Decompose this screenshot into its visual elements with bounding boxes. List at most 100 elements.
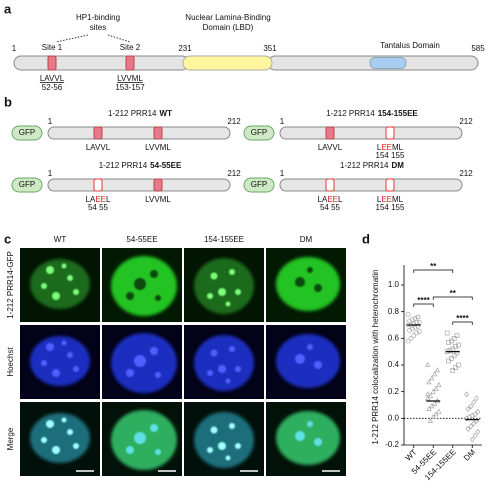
micrograph — [184, 248, 264, 322]
data-point — [464, 391, 470, 398]
gfp-label: GFP — [19, 128, 35, 137]
focus — [155, 372, 161, 378]
nucleus — [30, 259, 90, 309]
foci — [126, 424, 161, 455]
motif-part: LVVML — [145, 143, 171, 152]
foci — [126, 347, 161, 378]
focus — [41, 360, 47, 366]
focus — [134, 355, 146, 367]
column-label: WT — [54, 235, 67, 244]
residue-number: 212 — [459, 117, 473, 126]
focus — [225, 455, 231, 461]
focus — [150, 270, 158, 278]
data-point — [453, 365, 458, 370]
data-point — [447, 348, 453, 353]
nucleus-body — [194, 412, 254, 468]
gfp-label: GFP — [251, 128, 267, 137]
data-point — [405, 312, 411, 317]
binding-site — [153, 126, 163, 140]
motif-part: EE — [381, 143, 392, 152]
data-point — [451, 336, 457, 341]
residue-number: 1 — [12, 44, 17, 53]
data-point — [436, 381, 442, 387]
focus — [155, 295, 161, 301]
focus — [150, 424, 158, 432]
data-point — [446, 358, 451, 364]
y-tick-label: 1.0 — [388, 280, 400, 289]
focus — [134, 278, 146, 290]
residue-number: 1 — [280, 117, 285, 126]
residue-number: 231 — [178, 44, 192, 53]
site-motif: LAEEL — [86, 195, 111, 204]
data-point — [450, 346, 456, 352]
nucleus — [276, 334, 340, 388]
nucleus-body — [194, 335, 254, 391]
protein-segment — [13, 55, 190, 71]
data-point — [449, 356, 454, 361]
nucleus — [194, 412, 254, 468]
construct-title: 1-212 PRR14 DM — [340, 161, 404, 170]
site-motif: LVVML — [145, 195, 171, 204]
motif-part: LA — [86, 195, 96, 204]
binding-site — [385, 126, 395, 140]
binding-site — [325, 126, 335, 140]
construct-title: 1-212 PRR14 WT — [108, 109, 172, 118]
data-point — [450, 368, 456, 373]
gfp-tag — [11, 125, 43, 141]
focus — [210, 349, 218, 357]
construct-variant: DM — [392, 161, 405, 170]
micrograph — [20, 325, 100, 399]
significance-bracket — [413, 303, 434, 307]
data-point — [469, 412, 475, 419]
mutated-positions: 54 55 — [88, 203, 109, 212]
motif-part: L — [377, 195, 382, 204]
focus — [52, 292, 60, 300]
nucleus-body — [30, 259, 90, 309]
construct-bar — [47, 126, 231, 140]
data-point — [456, 362, 461, 368]
panel-label: c — [4, 231, 11, 246]
significance-bracket — [413, 269, 454, 273]
gfp-tag — [243, 177, 275, 193]
focus — [210, 272, 218, 280]
focus — [73, 366, 79, 372]
focus — [61, 263, 67, 269]
data-point — [468, 403, 474, 410]
binding-site — [153, 178, 163, 192]
column-label: 54-55EE — [126, 235, 157, 244]
dotted-connector — [107, 34, 131, 43]
gfp-label: GFP — [19, 180, 35, 189]
construct-variant: 54-55EE — [150, 161, 182, 170]
focus — [229, 346, 235, 352]
site-name: Site 2 — [120, 43, 141, 52]
data-point — [410, 317, 415, 322]
site-motif: LAEEL — [318, 195, 343, 204]
construct-variant: WT — [160, 109, 173, 118]
motif-part: LAVVL — [318, 143, 343, 152]
foci — [207, 346, 241, 384]
panel-label: b — [4, 94, 12, 109]
nucleus — [194, 258, 254, 314]
significance-label: ** — [450, 289, 457, 298]
focus — [207, 370, 213, 376]
data-point — [475, 408, 481, 415]
focus — [235, 443, 241, 449]
data-point — [412, 325, 418, 330]
construct-prefix: 1-212 PRR14 — [108, 109, 157, 118]
focus — [67, 275, 73, 281]
site-motif: LEEML — [377, 195, 404, 204]
hp1-label: sites — [90, 23, 106, 32]
data-point — [465, 426, 471, 432]
data-point — [471, 399, 477, 406]
focus — [210, 426, 218, 434]
significance-label: **** — [417, 296, 430, 305]
lbd-domain — [182, 55, 273, 71]
foci — [207, 269, 241, 307]
motif-part: EE — [381, 195, 392, 204]
motif-part: LA — [318, 195, 328, 204]
foci — [41, 417, 79, 454]
site-range: 52-56 — [42, 83, 63, 92]
data-point — [426, 379, 432, 385]
focus — [229, 423, 235, 429]
construct-prefix: 1-212 PRR14 — [326, 109, 375, 118]
